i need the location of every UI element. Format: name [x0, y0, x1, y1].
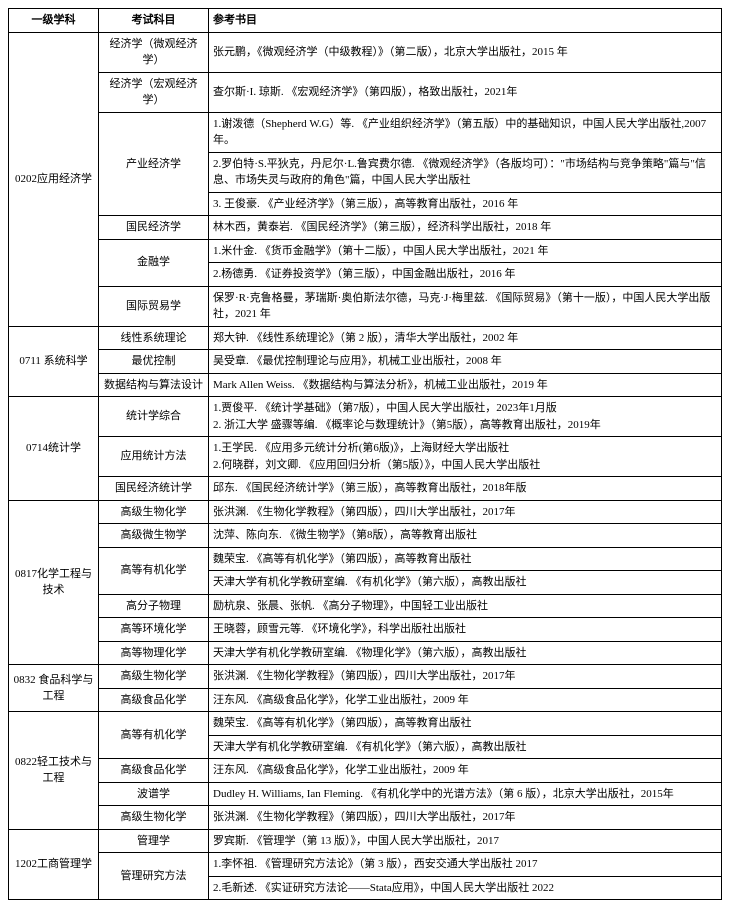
subject-cell: 高等有机化学 [99, 547, 209, 594]
reference-cell: 张洪渊. 《生物化学教程》（第四版），四川大学出版社，2017年 [209, 806, 722, 830]
table-row: 高分子物理励杭泉、张晨、张帆. 《高分子物理》，中国轻工业出版社 [9, 594, 722, 618]
reference-cell: 魏荣宝. 《高等有机化学》（第四版），高等教育出版社 [209, 547, 722, 571]
subject-cell: 经济学（微观经济学） [99, 32, 209, 72]
subject-cell: 经济学（宏观经济学） [99, 72, 209, 112]
subject-cell: 高分子物理 [99, 594, 209, 618]
discipline-cell: 0817化学工程与技术 [9, 500, 99, 665]
subject-cell: 国民经济学 [99, 216, 209, 240]
table-row: 高级食品化学汪东风. 《高级食品化学》，化学工业出版社，2009 年 [9, 759, 722, 783]
subject-cell: 最优控制 [99, 350, 209, 374]
subject-cell: 管理研究方法 [99, 853, 209, 900]
table-row: 高等有机化学魏荣宝. 《高等有机化学》（第四版），高等教育出版社 [9, 547, 722, 571]
discipline-cell: 0832 食品科学与工程 [9, 665, 99, 712]
reference-cell: 2.罗伯特·S.平狄克，丹尼尔·L.鲁宾费尔德. 《微观经济学》（各版均可）："… [209, 152, 722, 192]
subject-cell: 线性系统理论 [99, 326, 209, 350]
table-row: 高等环境化学王晓蓉，顾雪元等. 《环境化学》，科学出版社出版社 [9, 618, 722, 642]
discipline-cell: 0711 系统科学 [9, 326, 99, 397]
header-row: 一级学科 考试科目 参考书目 [9, 9, 722, 33]
table-row: 高级食品化学汪东风. 《高级食品化学》，化学工业出版社，2009 年 [9, 688, 722, 712]
reference-cell: 张洪渊. 《生物化学教程》（第四版），四川大学出版社，2017年 [209, 665, 722, 689]
reference-cell: 天津大学有机化学教研室编. 《有机化学》（第六版），高教出版社 [209, 571, 722, 595]
table-row: 应用统计方法1.王学民. 《应用多元统计分析(第6版)》，上海财经大学出版社2.… [9, 437, 722, 477]
discipline-cell: 0202应用经济学 [9, 32, 99, 326]
table-row: 0711 系统科学线性系统理论郑大钟. 《线性系统理论》（第 2 版），清华大学… [9, 326, 722, 350]
reference-cell: 1.贾俊平. 《统计学基础》（第7版），中国人民大学出版社，2023年1月版2.… [209, 397, 722, 437]
reference-cell: 天津大学有机化学教研室编. 《有机化学》（第六版），高教出版社 [209, 735, 722, 759]
subject-cell: 统计学综合 [99, 397, 209, 437]
col-discipline: 一级学科 [9, 9, 99, 33]
reference-cell: 沈萍、陈向东. 《微生物学》（第8版），高等教育出版社 [209, 524, 722, 548]
subject-cell: 高级微生物学 [99, 524, 209, 548]
reference-cell: 1.王学民. 《应用多元统计分析(第6版)》，上海财经大学出版社2.何晓群，刘文… [209, 437, 722, 477]
table-row: 管理研究方法1.李怀祖. 《管理研究方法论》（第 3 版），西安交通大学出版社 … [9, 853, 722, 877]
reference-cell: 汪东风. 《高级食品化学》，化学工业出版社，2009 年 [209, 759, 722, 783]
subject-cell: 高等有机化学 [99, 712, 209, 759]
reference-table: 一级学科 考试科目 参考书目 0202应用经济学经济学（微观经济学）张元鹏，《微… [8, 8, 722, 900]
table-row: 产业经济学1.谢泼德（Shepherd W.G）等. 《产业组织经济学》（第五版… [9, 112, 722, 152]
reference-cell: 查尔斯·I. 琼斯. 《宏观经济学》（第四版），格致出版社，2021年 [209, 72, 722, 112]
reference-cell: 2.毛新述. 《实证研究方法论——Stata应用》，中国人民大学出版社 2022 [209, 876, 722, 900]
subject-cell: 管理学 [99, 829, 209, 853]
discipline-cell: 0822轻工技术与工程 [9, 712, 99, 830]
reference-cell: Dudley H. Williams, Ian Fleming. 《有机化学中的… [209, 782, 722, 806]
reference-cell: 励杭泉、张晨、张帆. 《高分子物理》，中国轻工业出版社 [209, 594, 722, 618]
subject-cell: 高等环境化学 [99, 618, 209, 642]
reference-cell: 1.谢泼德（Shepherd W.G）等. 《产业组织经济学》（第五版）中的基础… [209, 112, 722, 152]
table-row: 最优控制吴受章. 《最优控制理论与应用》，机械工业出版社，2008 年 [9, 350, 722, 374]
reference-cell: 吴受章. 《最优控制理论与应用》，机械工业出版社，2008 年 [209, 350, 722, 374]
reference-cell: 王晓蓉，顾雪元等. 《环境化学》，科学出版社出版社 [209, 618, 722, 642]
table-row: 0832 食品科学与工程高级生物化学张洪渊. 《生物化学教程》（第四版），四川大… [9, 665, 722, 689]
subject-cell: 高级生物化学 [99, 500, 209, 524]
table-row: 0817化学工程与技术高级生物化学张洪渊. 《生物化学教程》（第四版），四川大学… [9, 500, 722, 524]
reference-cell: 保罗·R·克鲁格曼，茅瑞斯·奥伯斯法尔德，马克·J·梅里兹. 《国际贸易》（第十… [209, 286, 722, 326]
subject-cell: 波谱学 [99, 782, 209, 806]
reference-cell: 邱东. 《国民经济统计学》（第三版），高等教育出版社，2018年版 [209, 477, 722, 501]
subject-cell: 高级食品化学 [99, 688, 209, 712]
table-row: 国民经济统计学邱东. 《国民经济统计学》（第三版），高等教育出版社，2018年版 [9, 477, 722, 501]
subject-cell: 高级食品化学 [99, 759, 209, 783]
reference-cell: 罗宾斯. 《管理学（第 13 版）》，中国人民大学出版社，2017 [209, 829, 722, 853]
reference-cell: 林木西，黄泰岩. 《国民经济学》（第三版），经济科学出版社，2018 年 [209, 216, 722, 240]
reference-cell: 1.李怀祖. 《管理研究方法论》（第 3 版），西安交通大学出版社 2017 [209, 853, 722, 877]
reference-cell: 张元鹏，《微观经济学（中级教程）》（第二版），北京大学出版社，2015 年 [209, 32, 722, 72]
reference-cell: 郑大钟. 《线性系统理论》（第 2 版），清华大学出版社，2002 年 [209, 326, 722, 350]
subject-cell: 金融学 [99, 239, 209, 286]
reference-cell: 2.杨德勇. 《证券投资学》（第三版），中国金融出版社，2016 年 [209, 263, 722, 287]
col-subject: 考试科目 [99, 9, 209, 33]
table-row: 高级生物化学张洪渊. 《生物化学教程》（第四版），四川大学出版社，2017年 [9, 806, 722, 830]
table-row: 0202应用经济学经济学（微观经济学）张元鹏，《微观经济学（中级教程）》（第二版… [9, 32, 722, 72]
table-row: 数据结构与算法设计Mark Allen Weiss. 《数据结构与算法分析》，机… [9, 373, 722, 397]
table-row: 波谱学Dudley H. Williams, Ian Fleming. 《有机化… [9, 782, 722, 806]
table-row: 0714统计学统计学综合1.贾俊平. 《统计学基础》（第7版），中国人民大学出版… [9, 397, 722, 437]
subject-cell: 应用统计方法 [99, 437, 209, 477]
subject-cell: 产业经济学 [99, 112, 209, 216]
col-reference: 参考书目 [209, 9, 722, 33]
subject-cell: 高等物理化学 [99, 641, 209, 665]
reference-cell: 张洪渊. 《生物化学教程》（第四版），四川大学出版社，2017年 [209, 500, 722, 524]
table-row: 经济学（宏观经济学）查尔斯·I. 琼斯. 《宏观经济学》（第四版），格致出版社，… [9, 72, 722, 112]
reference-cell: 1.米什金. 《货币金融学》（第十二版），中国人民大学出版社，2021 年 [209, 239, 722, 263]
reference-cell: 魏荣宝. 《高等有机化学》（第四版），高等教育出版社 [209, 712, 722, 736]
subject-cell: 国民经济统计学 [99, 477, 209, 501]
table-row: 国民经济学林木西，黄泰岩. 《国民经济学》（第三版），经济科学出版社，2018 … [9, 216, 722, 240]
table-row: 0822轻工技术与工程高等有机化学魏荣宝. 《高等有机化学》（第四版），高等教育… [9, 712, 722, 736]
discipline-cell: 1202工商管理学 [9, 829, 99, 900]
table-row: 1202工商管理学管理学罗宾斯. 《管理学（第 13 版）》，中国人民大学出版社… [9, 829, 722, 853]
subject-cell: 高级生物化学 [99, 806, 209, 830]
subject-cell: 国际贸易学 [99, 286, 209, 326]
reference-cell: 天津大学有机化学教研室编. 《物理化学》（第六版），高教出版社 [209, 641, 722, 665]
table-row: 高等物理化学天津大学有机化学教研室编. 《物理化学》（第六版），高教出版社 [9, 641, 722, 665]
table-row: 国际贸易学保罗·R·克鲁格曼，茅瑞斯·奥伯斯法尔德，马克·J·梅里兹. 《国际贸… [9, 286, 722, 326]
subject-cell: 数据结构与算法设计 [99, 373, 209, 397]
discipline-cell: 0714统计学 [9, 397, 99, 501]
table-row: 金融学1.米什金. 《货币金融学》（第十二版），中国人民大学出版社，2021 年 [9, 239, 722, 263]
subject-cell: 高级生物化学 [99, 665, 209, 689]
table-row: 高级微生物学沈萍、陈向东. 《微生物学》（第8版），高等教育出版社 [9, 524, 722, 548]
reference-cell: 3. 王俊豪. 《产业经济学》（第三版），高等教育出版社，2016 年 [209, 192, 722, 216]
reference-cell: 汪东风. 《高级食品化学》，化学工业出版社，2009 年 [209, 688, 722, 712]
reference-cell: Mark Allen Weiss. 《数据结构与算法分析》，机械工业出版社，20… [209, 373, 722, 397]
